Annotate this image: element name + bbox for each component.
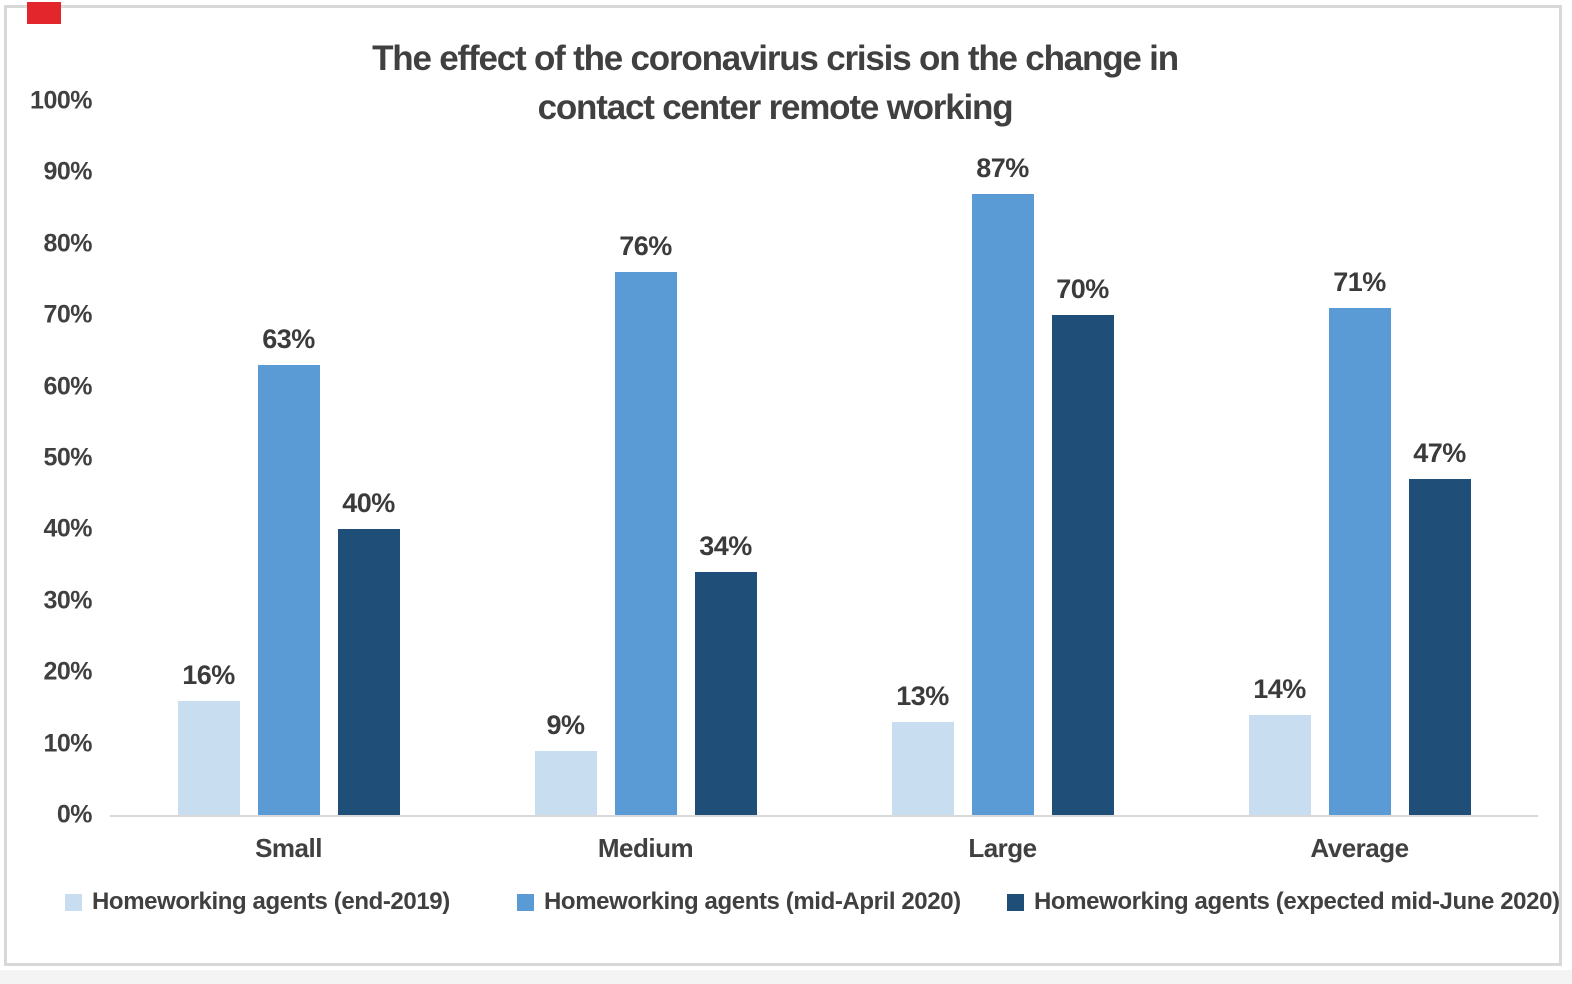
plot-area: 16% 63% 40% 9% 76% 34% 13% 87% 70% 14% 71% 47% [110, 101, 1538, 817]
category-label-large: Large [968, 833, 1037, 863]
bar-large-series-2 [971, 193, 1034, 815]
bar-value-label-small-series-3: 40% [342, 488, 395, 519]
category-label-small: Small [255, 833, 322, 863]
y-tick-label-10pct: 10% [43, 729, 92, 758]
legend-item-3: Homeworking agents (expected mid-June 20… [1007, 888, 1560, 916]
category-label-medium: Medium [597, 833, 694, 863]
bar-value-label-large-series-2: 87% [976, 152, 1029, 183]
y-tick-label-40pct: 40% [43, 514, 92, 543]
bar-medium-series-1 [534, 750, 597, 815]
bar-value-label-medium-series-2: 76% [619, 231, 672, 262]
bar-large-series-1 [891, 722, 954, 815]
bar-medium-series-3 [694, 572, 757, 815]
bar-value-label-average-series-3: 47% [1413, 438, 1466, 469]
bar-small-series-3 [337, 529, 400, 815]
bar-value-label-medium-series-1: 9% [546, 709, 585, 740]
y-tick-label-30pct: 30% [43, 586, 92, 615]
bar-value-label-large-series-1: 13% [896, 681, 949, 712]
category-label-average: Average [1310, 833, 1409, 863]
bar-value-label-medium-series-3: 34% [699, 531, 752, 562]
bar-value-label-average-series-2: 71% [1333, 267, 1386, 298]
red-corner-marker [27, 2, 61, 24]
y-tick-label-80pct: 80% [43, 229, 92, 258]
legend-item-2: Homeworking agents (mid-April 2020) [517, 888, 961, 916]
bar-average-series-1 [1248, 715, 1311, 815]
chart-title-line-2: contact center remote working [537, 88, 1014, 127]
bar-average-series-3 [1408, 479, 1471, 815]
legend-item-1: Homeworking agents (end-2019) [65, 888, 450, 916]
y-tick-label-20pct: 20% [43, 657, 92, 686]
x-axis-labels: Small Medium Large Average [110, 833, 1538, 867]
bar-value-label-small-series-1: 16% [182, 659, 235, 690]
y-tick-label-70pct: 70% [43, 300, 92, 329]
y-tick-label-100pct: 100% [30, 86, 92, 115]
bar-value-label-small-series-2: 63% [262, 324, 315, 355]
bar-large-series-3 [1051, 315, 1114, 815]
chart-title: The effect of the coronavirus crisis on … [75, 34, 1475, 132]
legend-swatch-icon-3 [1007, 893, 1024, 911]
legend-item-label-2: Homeworking agents (mid-April 2020) [544, 888, 961, 915]
bar-average-series-2 [1328, 308, 1391, 815]
bar-medium-series-2 [614, 272, 677, 815]
legend-item-label-1: Homeworking agents (end-2019) [92, 888, 450, 915]
bar-value-label-average-series-1: 14% [1253, 674, 1306, 705]
y-tick-label-50pct: 50% [43, 443, 92, 472]
chart-title-line-1: The effect of the coronavirus crisis on … [372, 39, 1179, 78]
legend-item-label-3: Homeworking agents (expected mid-June 20… [1034, 888, 1560, 915]
legend-swatch-icon-2 [517, 893, 534, 911]
bottom-strip [0, 970, 1572, 984]
y-tick-label-90pct: 90% [43, 157, 92, 186]
bar-small-series-2 [257, 365, 320, 815]
y-axis: 0% 10% 20% 30% 40% 50% 60% 70% 80% 90% 100% [0, 87, 92, 829]
legend-swatch-icon-1 [65, 893, 82, 911]
y-tick-label-0pct: 0% [56, 800, 93, 829]
bar-small-series-1 [177, 700, 240, 815]
bar-value-label-large-series-3: 70% [1056, 274, 1109, 305]
legend: Homeworking agents (end-2019) Homeworking… [0, 888, 1572, 918]
y-tick-label-60pct: 60% [43, 372, 92, 401]
